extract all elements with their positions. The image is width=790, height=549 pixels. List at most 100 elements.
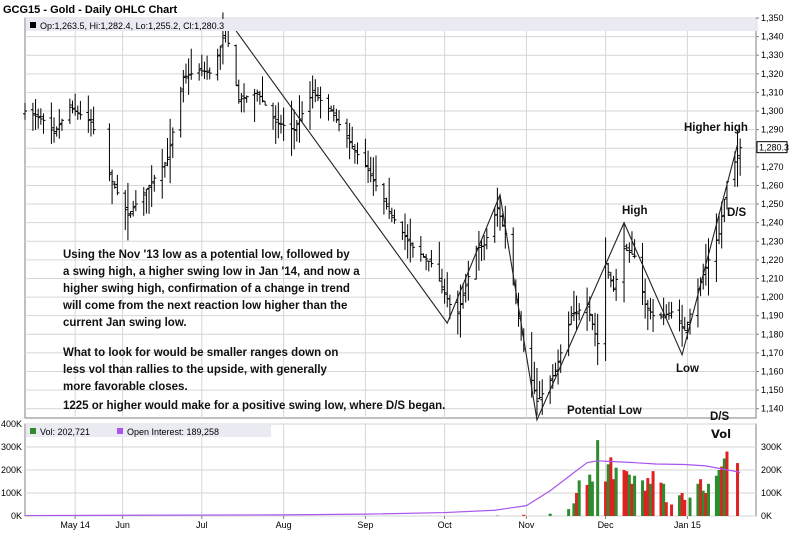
volume-bar — [659, 482, 663, 516]
x-axis: May 14 Jun Jul Aug Sep Oct Nov Dec Jan 15 — [60, 516, 701, 530]
volume-tick-label-left: 100K — [1, 488, 22, 498]
price-tick-label: 1,250 — [761, 199, 784, 209]
volume-legend-text: Vol: 202,721 — [40, 427, 90, 437]
volume-bar — [648, 483, 652, 516]
volume-bar — [662, 483, 666, 516]
volume-bar — [575, 493, 579, 516]
price-tick-label: 1,310 — [761, 87, 784, 97]
volume-bar — [596, 440, 600, 516]
price-tick-label: 1,220 — [761, 255, 784, 265]
volume-bar — [706, 483, 710, 516]
volume-bar — [725, 451, 729, 516]
volume-tick-label-right: 0K — [761, 511, 772, 521]
volume-bar — [495, 515, 499, 517]
price-legend-text: Op:1,263.5, Hi:1,282.4, Lo:1,255.2, Cl:1… — [40, 21, 224, 31]
volume-bar — [696, 483, 700, 516]
x-tick-label: Jul — [196, 520, 208, 530]
price-tick-label: 1,190 — [761, 311, 784, 321]
price-tick-label: 1,230 — [761, 236, 784, 246]
open-interest-line — [24, 460, 741, 517]
volume-y-axis: 0K 0K 100K 100K 200K 200K 300K 300K 400K — [1, 419, 782, 521]
volume-tick-label-left: 200K — [1, 465, 22, 475]
x-tick-label: Jun — [115, 520, 130, 530]
x-tick-label: Aug — [276, 520, 292, 530]
x-tick-label: Dec — [598, 520, 615, 530]
price-tick-label: 1,160 — [761, 366, 784, 376]
x-tick-label: Nov — [518, 520, 535, 530]
volume-panel: 0K 0K 100K 100K 200K 200K 300K 300K 400K Vol: 20… — [1, 419, 782, 521]
volume-bar — [627, 474, 631, 516]
volume-legend-swatch — [30, 428, 36, 434]
note-line: less vol than rallies to the upside, wit… — [63, 364, 328, 376]
volume-bar — [588, 474, 592, 516]
note-line: higher swing high, confirmation of a cha… — [63, 283, 350, 295]
volume-bar — [736, 463, 740, 516]
volume-bar — [606, 464, 610, 516]
label-potential-low: Potential Low — [567, 405, 642, 417]
volume-bar — [688, 497, 692, 516]
volume-tick-label-left: 400K — [1, 419, 22, 429]
volume-bar — [680, 493, 684, 516]
last-price-tag: 1,280.3 — [756, 141, 789, 154]
label-high: High — [622, 205, 648, 217]
note-line: current Jan swing low. — [63, 317, 187, 329]
volume-bar — [522, 514, 526, 516]
price-tick-label: 1,270 — [761, 162, 784, 172]
price-tick-label: 1,290 — [761, 125, 784, 135]
volume-bar — [664, 502, 668, 516]
volume-bar — [701, 490, 705, 516]
volume-bar — [677, 495, 681, 516]
price-grid — [25, 17, 756, 418]
volume-bar — [590, 481, 594, 516]
volume-bar — [717, 470, 721, 516]
price-tick-label: 1,140 — [761, 404, 784, 414]
volume-bar — [643, 490, 647, 516]
note-line: What to look for would be smaller ranges… — [63, 347, 338, 359]
note-line: 1225 or higher would make for a positive… — [63, 400, 445, 412]
volume-bars — [495, 440, 740, 517]
volume-bar — [651, 471, 655, 516]
oi-legend-swatch — [117, 428, 123, 434]
volume-bar — [633, 475, 637, 516]
volume-bar — [722, 458, 726, 516]
price-tick-label: 1,170 — [761, 348, 784, 358]
label-ds-volume: D/S — [710, 411, 730, 423]
price-tick-label: 1,180 — [761, 329, 784, 339]
chart-title: GCG15 - Gold - Daily OHLC Chart — [3, 4, 178, 16]
volume-tick-label-right: 300K — [761, 442, 782, 452]
annotation-text: Using the Nov '13 low as a potential low… — [62, 249, 445, 412]
volume-bar — [604, 481, 608, 516]
trend-lines — [230, 23, 739, 422]
volume-bar — [630, 483, 634, 516]
volume-bar — [699, 479, 703, 516]
volume-tick-label-right: 200K — [761, 465, 782, 475]
label-higher-high: Higher high — [684, 122, 748, 134]
volume-legend-box — [26, 425, 271, 437]
price-tick-label: 1,210 — [761, 273, 784, 283]
price-legend-box — [26, 19, 758, 31]
x-tick-label: Sep — [357, 520, 373, 530]
volume-bar — [609, 457, 613, 516]
open-interest-polyline — [24, 460, 741, 517]
price-plot-area — [24, 17, 757, 419]
note-line: Using the Nov '13 low as a potential low… — [63, 249, 350, 261]
volume-bar — [641, 480, 645, 516]
swing-labels: Higher high High D/S Low Potential Low D… — [567, 122, 748, 423]
price-y-axis: 1,140 1,150 1,160 1,170 1,180 1,190 1,200 1,210… — [756, 13, 784, 414]
volume-tick-label-right: 100K — [761, 488, 782, 498]
volume-bar — [670, 504, 674, 516]
note-line: will come from the next reaction low hig… — [62, 300, 347, 312]
volume-bar — [704, 493, 708, 516]
volume-bar — [585, 484, 589, 516]
price-legend-swatch — [30, 22, 36, 28]
volume-bar — [577, 480, 581, 516]
volume-bar — [567, 509, 571, 516]
volume-tick-label-left: 300K — [1, 442, 22, 452]
volume-tick-label-left: 0K — [11, 511, 22, 521]
oi-legend-text: Open Interest: 189,258 — [127, 427, 219, 437]
volume-bar — [622, 470, 626, 516]
volume-bar — [683, 499, 687, 516]
volume-bar — [714, 475, 718, 516]
label-low: Low — [676, 363, 699, 375]
